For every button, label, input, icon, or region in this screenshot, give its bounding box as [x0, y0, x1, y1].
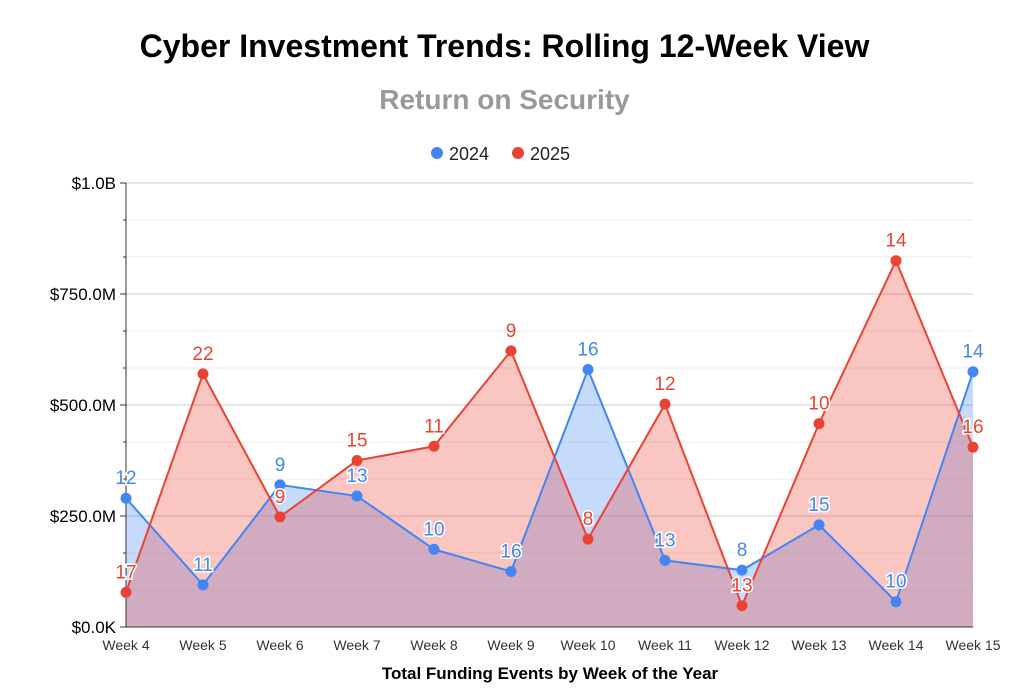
data-point-2024[interactable] [736, 564, 748, 576]
axes: $0.0K $250.0M $500.0M $750.0M $1.0B Week 4 Wee… [50, 174, 1001, 653]
data-label-2024: 13 [346, 466, 367, 487]
legend-label-2024: 2024 [449, 144, 489, 164]
x-tick-label: Week 4 [102, 637, 149, 653]
data-label-2025: 9 [275, 487, 286, 508]
data-point-2024[interactable] [659, 554, 671, 566]
y-tick-label: $500.0M [50, 396, 116, 415]
x-tick-label: Week 9 [487, 637, 534, 653]
data-label-2024: 10 [423, 519, 444, 540]
data-point-2024[interactable] [120, 492, 132, 504]
chart-subtitle: Return on Security [379, 84, 630, 115]
data-label-2025: 12 [654, 374, 675, 395]
series-lines [125, 258, 974, 609]
data-label-2025: 15 [346, 431, 367, 452]
data-labels: 12 11 9 13 10 16 16 13 8 15 10 14 17 22 9 15 11 9 8 12 13 10 1… [114, 229, 986, 598]
data-label-2025: 14 [885, 231, 907, 252]
data-point-2024[interactable] [967, 366, 979, 378]
data-point-2025[interactable] [428, 440, 440, 452]
data-point-2025[interactable] [967, 441, 979, 453]
data-label-2024: 8 [737, 540, 748, 561]
legend: 2024 2025 [431, 144, 570, 164]
data-label-2024: 12 [115, 468, 136, 489]
area-2025 [126, 260, 973, 627]
data-point-2025[interactable] [582, 533, 594, 545]
x-tick-label: Week 8 [410, 637, 457, 653]
data-label-2025: 8 [583, 509, 594, 530]
data-point-2024[interactable] [582, 363, 594, 375]
data-point-2024[interactable] [890, 596, 902, 608]
data-label-2024: 14 [962, 342, 984, 363]
data-points [120, 255, 979, 612]
data-label-2024: 10 [885, 572, 906, 593]
data-point-2025[interactable] [274, 511, 286, 523]
x-tick-label: Week 10 [561, 637, 616, 653]
y-tick-label: $750.0M [50, 285, 116, 304]
data-point-2025[interactable] [351, 455, 363, 466]
x-axis-label: Total Funding Events by Week of the Year [382, 664, 719, 683]
data-point-2024[interactable] [197, 579, 209, 591]
data-label-2024: 13 [654, 530, 675, 551]
series-line-2024 [125, 366, 974, 604]
y-tick-label: $1.0B [72, 174, 116, 193]
series-line-2025 [125, 258, 974, 609]
x-tick-label: Week 11 [638, 637, 692, 653]
data-point-2025[interactable] [736, 600, 748, 612]
x-tick-label: Week 14 [869, 637, 924, 653]
x-tick-label: Week 7 [333, 637, 380, 653]
data-point-2024[interactable] [351, 490, 363, 502]
legend-marker-2024 [431, 147, 443, 159]
data-label-2025: 9 [506, 321, 517, 342]
data-point-2025[interactable] [120, 586, 132, 598]
y-tick-label: $250.0M [50, 507, 116, 526]
data-label-2024: 16 [577, 339, 598, 360]
chart-title: Cyber Investment Trends: Rolling 12-Week… [139, 28, 870, 64]
data-label-2024: 11 [193, 555, 213, 576]
data-point-2024[interactable] [428, 543, 440, 555]
data-label-2025: 16 [962, 417, 983, 438]
data-label-2025: 17 [115, 562, 136, 583]
data-label-2024: 16 [500, 542, 521, 563]
gridlines [126, 182, 973, 628]
data-label-2024: 15 [808, 495, 829, 516]
data-label-2025: 13 [731, 576, 752, 597]
data-label-2025: 22 [192, 344, 213, 365]
data-point-2025[interactable] [890, 255, 902, 267]
data-point-2024[interactable] [274, 479, 286, 491]
data-point-2024[interactable] [813, 519, 825, 531]
data-point-2025[interactable] [659, 398, 671, 410]
data-label-2024: 9 [275, 455, 286, 476]
data-label-2025: 10 [808, 394, 829, 415]
legend-marker-2025 [512, 147, 524, 159]
data-point-2025[interactable] [505, 345, 517, 357]
x-tick-label: Week 6 [256, 637, 303, 653]
x-tick-label: Week 13 [792, 637, 847, 653]
legend-label-2025: 2025 [530, 144, 570, 164]
data-point-2025[interactable] [197, 368, 209, 380]
data-point-2024[interactable] [505, 566, 517, 577]
data-point-2025[interactable] [813, 418, 825, 430]
x-tick-label: Week 12 [715, 637, 770, 653]
x-tick-label: Week 5 [179, 637, 226, 653]
y-tick-label: $0.0K [72, 618, 117, 637]
x-tick-label: Week 15 [946, 637, 1001, 653]
data-label-2025: 11 [424, 416, 444, 437]
